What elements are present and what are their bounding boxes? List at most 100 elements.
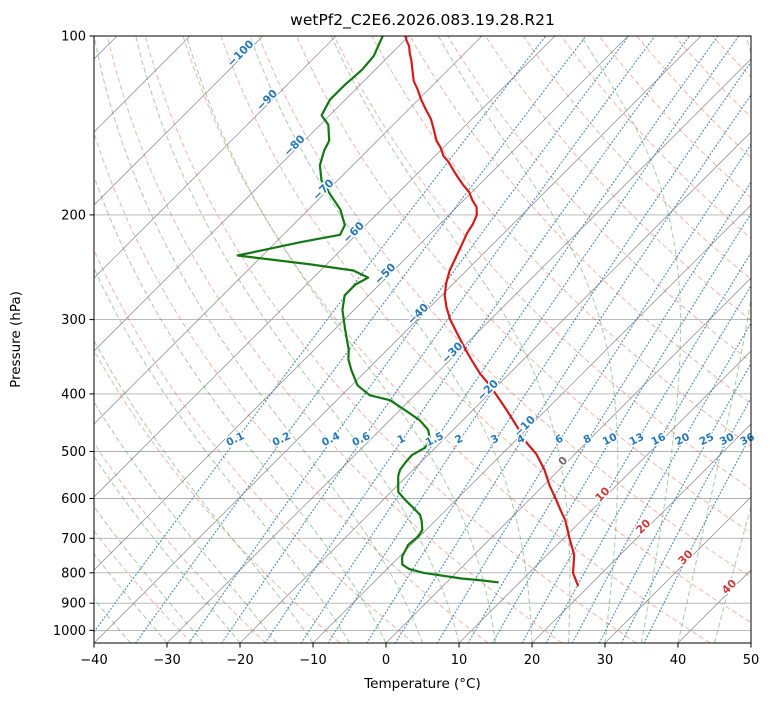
mixing-ratio-line <box>264 36 690 643</box>
mixing-ratio-line <box>394 93 751 643</box>
moist-adiabat <box>94 400 277 643</box>
y-tick-label: 1000 <box>53 624 86 639</box>
moist-adiabat <box>750 640 751 643</box>
isotherm-line <box>94 36 410 352</box>
y-tick-label: 600 <box>61 492 86 507</box>
dry-adiabat <box>94 529 193 643</box>
mixing-ratio-line <box>467 181 751 643</box>
x-tick-label: 20 <box>524 653 541 668</box>
isotherm-line <box>166 58 751 643</box>
moist-adiabat <box>677 36 751 643</box>
dry-adiabat <box>295 36 751 534</box>
mixing-ratio-line <box>521 251 751 643</box>
mixing-ratio-label: 0.1 <box>224 430 246 449</box>
y-tick-label: 700 <box>61 532 86 547</box>
moist-adiabat <box>713 504 751 643</box>
y-tick-label: 100 <box>61 30 86 45</box>
mixing-ratio-line <box>545 284 751 643</box>
x-tick-label: 40 <box>670 653 687 668</box>
mixing-ratio-label: 0.6 <box>350 430 372 449</box>
isotherm-line <box>677 569 751 643</box>
y-tick-label: 300 <box>61 313 86 328</box>
isotherm-line <box>312 204 751 643</box>
plot-layers: −100−90−80−70−60−50−40−30−20−10010203040… <box>53 30 759 669</box>
moist-adiabat <box>580 36 682 643</box>
x-tick-label: −20 <box>226 653 253 668</box>
y-tick-label: 900 <box>61 597 86 612</box>
mixing-ratio-line <box>188 36 630 643</box>
mixing-ratio-label: 0.2 <box>271 430 293 449</box>
mixing-ratio-label: 16 <box>649 431 667 448</box>
mixing-ratio-line <box>492 212 751 643</box>
isotherm-line <box>750 642 751 643</box>
mixing-ratio-line <box>571 322 751 643</box>
x-tick-label: 0 <box>382 653 390 668</box>
dry-adiabat <box>711 36 751 78</box>
isotherm-label: 20 <box>633 516 653 536</box>
x-tick-label: 30 <box>597 653 614 668</box>
moist-adiabat <box>437 36 619 643</box>
dry-adiabat <box>409 36 751 405</box>
mixing-ratio-label: 1 <box>395 433 407 447</box>
profile-temperature <box>404 36 579 587</box>
mixing-ratio-line <box>366 61 751 643</box>
mixing-ratio-label: 25 <box>698 431 716 448</box>
isotherm-line <box>94 36 337 279</box>
isotherm-label: −80 <box>281 132 308 159</box>
moist-adiabat <box>249 36 533 643</box>
isotherm-line <box>94 36 191 133</box>
dry-adiabat <box>94 349 341 643</box>
dry-adiabat <box>106 36 563 643</box>
mixing-ratio-line <box>300 36 719 643</box>
mixing-ratio-label: 0.4 <box>320 430 342 449</box>
dry-adiabat <box>522 36 751 280</box>
isotherm-line <box>458 350 751 643</box>
x-tick-label: −40 <box>80 653 107 668</box>
moist-adiabat <box>94 339 314 643</box>
chart-title: wetPf2_C2E6.2026.083.19.28.R21 <box>290 11 555 30</box>
dry-adiabat <box>94 248 415 643</box>
moist-adiabat <box>330 36 571 643</box>
dry-adiabat <box>749 36 751 38</box>
moist-adiabat <box>94 36 424 643</box>
axes-frame <box>93 35 752 644</box>
mixing-ratio-line <box>327 36 740 643</box>
mixing-ratio-label: 30 <box>718 431 736 448</box>
moist-adiabat <box>185 36 497 643</box>
mixing-ratio-line <box>643 433 751 643</box>
mixing-ratio-line <box>436 143 751 643</box>
isotherm-label: 30 <box>676 547 696 567</box>
dry-adiabat <box>94 131 489 643</box>
isotherm-line <box>385 277 751 643</box>
moist-adiabat <box>135 36 460 643</box>
isotherm-label: 40 <box>719 577 739 597</box>
dry-adiabat <box>447 36 751 363</box>
dry-adiabat <box>333 36 751 491</box>
isotherm-label: −20 <box>475 377 502 404</box>
x-axis-label: Temperature (°C) <box>363 676 481 692</box>
dry-adiabat <box>220 36 751 624</box>
moist-adiabat <box>94 267 350 643</box>
dry-adiabat <box>598 36 751 199</box>
moist-adiabat <box>94 455 241 643</box>
dry-adiabat <box>182 36 711 643</box>
moist-adiabat <box>94 552 168 643</box>
mixing-ratio-line <box>94 36 547 633</box>
y-tick-label: 500 <box>61 445 86 460</box>
isotherm-line <box>531 423 751 643</box>
y-tick-label: 800 <box>61 566 86 581</box>
dry-adiabat <box>144 36 637 643</box>
mixing-ratio-line <box>221 36 656 643</box>
profile-dewpoint <box>236 36 499 584</box>
isotherm-line <box>94 36 556 498</box>
isotherm-line <box>239 131 751 643</box>
dry-adiabat <box>485 36 751 321</box>
dry-adiabat <box>636 36 751 159</box>
dry-adiabat <box>94 442 267 643</box>
isotherm-line <box>94 36 264 206</box>
y-tick-label: 200 <box>61 208 86 223</box>
isotherm-line <box>94 36 629 571</box>
isotherm-line <box>94 36 483 425</box>
